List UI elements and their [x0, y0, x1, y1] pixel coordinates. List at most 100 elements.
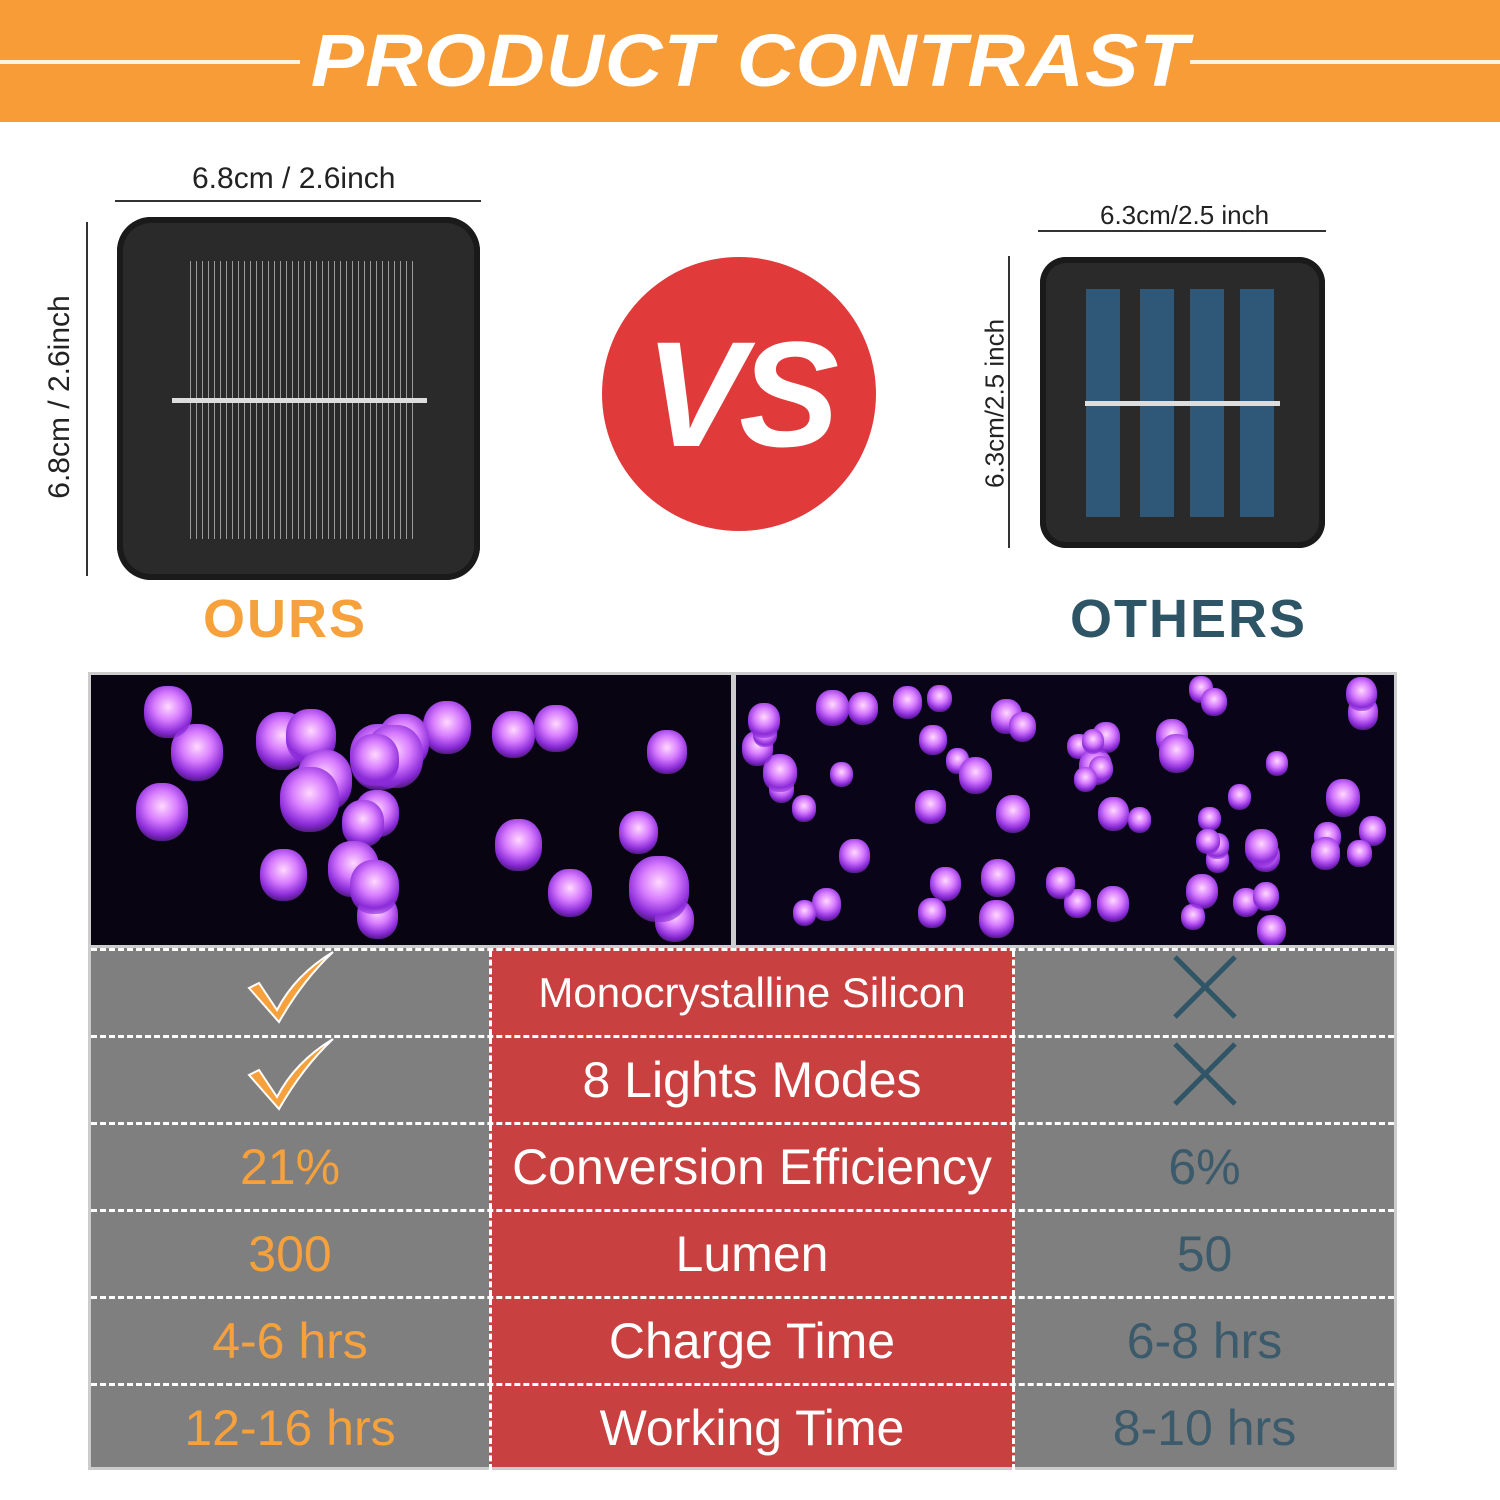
ours-width-dimension: 6.8cm / 2.6inch — [192, 162, 396, 195]
ours-cell: 300 — [91, 1212, 489, 1296]
ours-label: OURS — [203, 589, 368, 649]
led-bulb — [351, 733, 400, 787]
led-bulb — [816, 690, 849, 727]
page-title: PRODUCT CONTRAST — [310, 19, 1190, 102]
led-bulb — [1046, 866, 1076, 899]
led-bulb — [981, 859, 1016, 898]
led-bulb — [618, 810, 659, 855]
led-bulb — [918, 897, 946, 928]
ours-value: 21% — [239, 1139, 341, 1195]
others-value: 6% — [1168, 1139, 1241, 1195]
led-bulb — [1265, 751, 1289, 776]
feature-cell: Working Time — [489, 1386, 1015, 1470]
table-row: Monocrystalline Silicon — [91, 948, 1394, 1035]
led-bulb — [350, 860, 400, 915]
led-bulb — [1008, 711, 1037, 743]
led-bulb — [341, 800, 384, 847]
led-bulb — [1198, 806, 1221, 831]
others-height-dimension: 6.3cm/2.5 inch — [979, 318, 1010, 489]
led-bulb — [1346, 676, 1378, 712]
led-bulb — [629, 856, 689, 922]
led-bulb — [135, 783, 189, 842]
x-icon — [1170, 952, 1240, 1034]
led-bulb — [144, 685, 193, 739]
ours-cell — [91, 1037, 489, 1124]
feature-cell: Monocrystalline Silicon — [489, 951, 1015, 1035]
led-bulb — [1081, 728, 1105, 755]
ours-cell — [91, 950, 489, 1037]
led-bulb — [1096, 886, 1129, 922]
feature-cell: Charge Time — [489, 1299, 1015, 1383]
led-bulb — [914, 789, 946, 824]
check-icon — [245, 1037, 335, 1124]
ours-value: 300 — [248, 1226, 332, 1282]
feature-cell: Lumen — [489, 1212, 1015, 1296]
divider — [0, 60, 300, 64]
led-bulb — [1196, 828, 1220, 855]
vs-badge: VS — [602, 257, 876, 531]
ours-column — [91, 948, 489, 1467]
check-icon — [245, 950, 335, 1037]
others-led-photo — [736, 675, 1394, 945]
dimension-line — [1008, 256, 1010, 548]
led-bulb — [1185, 873, 1218, 910]
led-bulb — [259, 849, 307, 901]
table-row: 300 Lumen 50 — [91, 1209, 1394, 1296]
led-bulb — [839, 839, 870, 873]
led-bulb — [1257, 914, 1286, 945]
ours-cell: 12-16 hrs — [91, 1386, 489, 1470]
others-cell — [1015, 951, 1394, 1035]
table-row: 4-6 hrs Charge Time 6-8 hrs — [91, 1296, 1394, 1383]
led-bulb — [747, 702, 780, 738]
table-row: 12-16 hrs Working Time 8-10 hrs — [91, 1383, 1394, 1470]
busbar — [1085, 401, 1280, 406]
led-bulb — [995, 794, 1031, 833]
led-bulb — [1127, 807, 1152, 833]
led-bulb — [1310, 837, 1341, 870]
ours-height-dimension: 6.8cm / 2.6inch — [43, 295, 76, 499]
led-bulb — [1245, 829, 1279, 866]
feature-label: Charge Time — [608, 1313, 896, 1369]
led-comparison-photos — [88, 672, 1397, 948]
feature-label: 8 Lights Modes — [582, 1052, 922, 1108]
others-cell: 8-10 hrs — [1015, 1386, 1394, 1470]
others-column — [1015, 948, 1394, 1467]
feature-label: Conversion Efficiency — [512, 1139, 992, 1195]
led-bulb — [534, 704, 578, 753]
divider — [1190, 60, 1500, 64]
ours-led-photo — [91, 675, 731, 945]
feature-label: Lumen — [675, 1226, 829, 1282]
led-bulb — [1201, 688, 1228, 717]
ours-value: 12-16 hrs — [184, 1400, 396, 1456]
led-bulb — [929, 867, 961, 902]
header-banner: PRODUCT CONTRAST — [0, 0, 1500, 122]
feature-label: Working Time — [599, 1400, 905, 1456]
led-bulb — [792, 900, 817, 927]
led-bulb — [494, 819, 542, 871]
dimension-line — [86, 222, 88, 576]
table-row: 21% Conversion Efficiency 6% — [91, 1122, 1394, 1209]
ours-cell: 4-6 hrs — [91, 1299, 489, 1383]
led-bulb — [422, 700, 472, 755]
ours-solar-panel-image — [117, 217, 480, 580]
led-bulb — [792, 795, 817, 822]
led-bulb — [1347, 839, 1372, 867]
led-bulb — [1227, 784, 1252, 811]
led-bulb — [1252, 881, 1280, 912]
dimension-line — [1038, 230, 1326, 232]
led-bulb — [492, 710, 536, 759]
led-bulb — [927, 685, 953, 713]
led-bulb — [646, 729, 687, 774]
feature-cell: Conversion Efficiency — [489, 1125, 1015, 1209]
others-label: OTHERS — [1070, 589, 1308, 649]
dimension-line — [115, 200, 481, 202]
comparison-table: Monocrystalline Silicon 8 Lights Modes 21%… — [88, 948, 1397, 1470]
feature-column — [489, 948, 1015, 1467]
led-bulb — [547, 869, 592, 918]
ours-value: 4-6 hrs — [212, 1313, 368, 1369]
led-bulb — [847, 692, 878, 725]
others-value: 8-10 hrs — [1112, 1400, 1297, 1456]
led-bulb — [892, 685, 923, 719]
others-value: 6-8 hrs — [1126, 1313, 1283, 1369]
led-bulb — [959, 757, 993, 794]
